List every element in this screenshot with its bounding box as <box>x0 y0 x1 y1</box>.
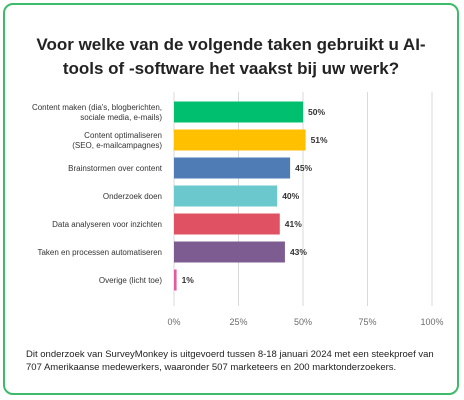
value-label: 51% <box>311 135 328 145</box>
category-label: Brainstormen over content <box>68 164 163 173</box>
category-labels: Content maken (dia's, blogberichten, soci… <box>32 103 163 285</box>
x-tick-label: 100% <box>420 317 443 327</box>
category-label: Content optimaliseren (SEO, e-mailcampagn… <box>72 131 162 150</box>
value-label: 45% <box>295 163 312 173</box>
bar <box>174 129 306 151</box>
value-labels: 50% 51% 45% 40% 41% 43% 1% <box>182 107 328 285</box>
x-tick-label: 50% <box>294 317 312 327</box>
value-label: 41% <box>285 219 302 229</box>
footnote: Dit onderzoek van SurveyMonkey is uitgev… <box>26 349 434 373</box>
x-tick-label: 75% <box>358 317 376 327</box>
x-tick-label: 0% <box>167 317 180 327</box>
category-label: Onderzoek doen <box>103 192 162 201</box>
category-label: Data analyseren voor inzichten <box>52 220 162 229</box>
bars <box>174 101 306 291</box>
chart-card: Voor welke van de volgende taken gebruik… <box>3 3 459 395</box>
category-label: Taken en processen automatiseren <box>37 248 162 257</box>
bar <box>174 213 280 235</box>
bar <box>174 157 291 179</box>
value-label: 50% <box>308 107 325 117</box>
value-label: 43% <box>290 247 307 257</box>
x-axis-ticks: 0% 25% 50% 75% 100% <box>167 317 443 327</box>
bar <box>174 241 285 263</box>
category-label: Content maken (dia's, blogberichten, soci… <box>32 103 162 122</box>
bar <box>174 185 278 207</box>
value-label: 1% <box>182 275 195 285</box>
category-label: Overige (licht toe) <box>99 276 162 285</box>
chart-title: Voor welke van de volgende taken gebruik… <box>36 35 426 78</box>
value-label: 40% <box>282 191 299 201</box>
x-tick-label: 25% <box>229 317 247 327</box>
bar <box>174 269 177 291</box>
bar <box>174 101 303 123</box>
